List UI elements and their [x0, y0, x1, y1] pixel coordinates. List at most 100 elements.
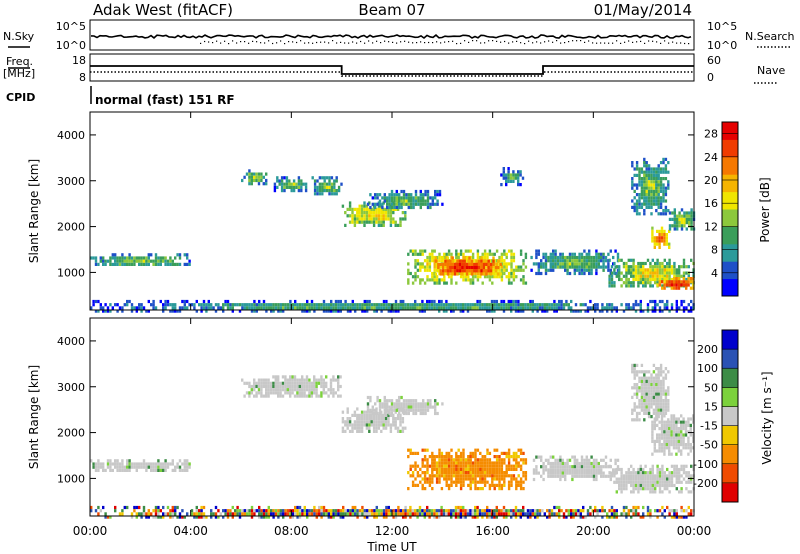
power-cell [363, 217, 366, 221]
power-cell [608, 277, 611, 282]
power-cell [488, 249, 492, 253]
power-cell [649, 281, 652, 285]
velocity-cell [371, 411, 374, 416]
velocity-cell [435, 509, 438, 513]
velocity-cell [337, 509, 340, 513]
nsearch-dot [660, 42, 662, 44]
power-cell [541, 303, 544, 307]
velocity-cell [615, 480, 618, 484]
power-cell [457, 255, 460, 260]
power-cell [162, 306, 165, 310]
velocity-cell [652, 408, 656, 412]
power-cell [653, 239, 656, 243]
power-cell [604, 265, 608, 269]
velocity-cell [665, 433, 668, 437]
velocity-cell [241, 509, 244, 513]
velocity-cell [214, 515, 218, 519]
power-cell [526, 306, 530, 310]
power-cell [664, 205, 668, 209]
velocity-cell [135, 462, 138, 466]
power-cell [637, 303, 640, 307]
nsearch-dot [284, 43, 286, 45]
velocity-cell [126, 468, 129, 472]
power-cell [595, 259, 598, 263]
nsearch-dot [252, 40, 254, 42]
power-cell [292, 185, 296, 189]
velocity-cell [591, 509, 594, 513]
y-tick-label: 1000 [57, 266, 85, 279]
velocity-cell [438, 467, 441, 471]
power-cell [467, 275, 470, 279]
velocity-cell [375, 426, 378, 430]
velocity-cell [542, 477, 545, 482]
power-cell [631, 199, 634, 203]
velocity-cell [186, 459, 189, 463]
velocity-cell [313, 509, 316, 513]
velocity-cell [455, 458, 458, 462]
x-tick-label: 16:00 [475, 524, 510, 538]
velocity-cell [663, 449, 666, 453]
velocity-cell [464, 512, 467, 516]
velocity-cell [431, 461, 434, 465]
velocity-cell [469, 467, 472, 471]
velocity-cell [260, 512, 263, 516]
power-cell [330, 176, 334, 180]
power-cell [332, 309, 335, 313]
velocity-cell [123, 505, 126, 510]
velocity-cell [668, 433, 671, 437]
power-cell [278, 179, 281, 183]
power-cell [383, 193, 386, 197]
power-cell [606, 309, 609, 313]
velocity-cell [433, 515, 436, 519]
velocity-cell [445, 458, 448, 462]
power-cell [682, 280, 685, 284]
power-cell [670, 271, 674, 275]
power-cell [658, 283, 661, 287]
power-cell [502, 303, 506, 307]
velocity-cell [535, 465, 538, 469]
velocity-cell [289, 375, 292, 379]
power-cell [327, 303, 330, 307]
velocity-cell [658, 427, 661, 431]
power-cell [512, 173, 515, 177]
power-cell [595, 255, 598, 260]
power-cell [438, 255, 441, 260]
velocity-cell [452, 474, 456, 478]
nsearch-dot [496, 40, 498, 42]
power-cell [384, 211, 388, 215]
power-cell [519, 306, 522, 310]
velocity-cell [157, 512, 160, 516]
velocity-cell [262, 515, 266, 519]
velocity-cell [411, 512, 414, 516]
power-cell [510, 262, 513, 266]
power-cell [644, 284, 647, 288]
velocity-cell [214, 505, 218, 510]
power-cell [258, 306, 261, 310]
nsearch-dot [580, 40, 582, 42]
velocity-cell [582, 509, 585, 513]
power-cell [652, 202, 656, 206]
velocity-cell [296, 381, 299, 385]
power-cell [515, 265, 518, 269]
velocity-cell [668, 449, 671, 453]
velocity-cell [490, 509, 494, 513]
velocity-cell [467, 467, 470, 471]
velocity-cell [572, 515, 575, 519]
velocity-cell [659, 367, 663, 371]
velocity-cell [426, 458, 429, 462]
velocity-cell [438, 474, 441, 478]
power-cell [497, 259, 500, 263]
velocity-cell [188, 462, 191, 466]
power-cell [661, 299, 664, 304]
power-cell [566, 262, 569, 266]
velocity-cell [142, 505, 146, 510]
power-cell [663, 258, 666, 262]
power-cell [505, 303, 508, 307]
velocity-cell [620, 483, 623, 488]
velocity-cell [387, 413, 390, 417]
power-cell [519, 265, 523, 269]
power-cell [392, 211, 395, 215]
power-cell [659, 202, 663, 206]
power-cell [651, 277, 654, 282]
